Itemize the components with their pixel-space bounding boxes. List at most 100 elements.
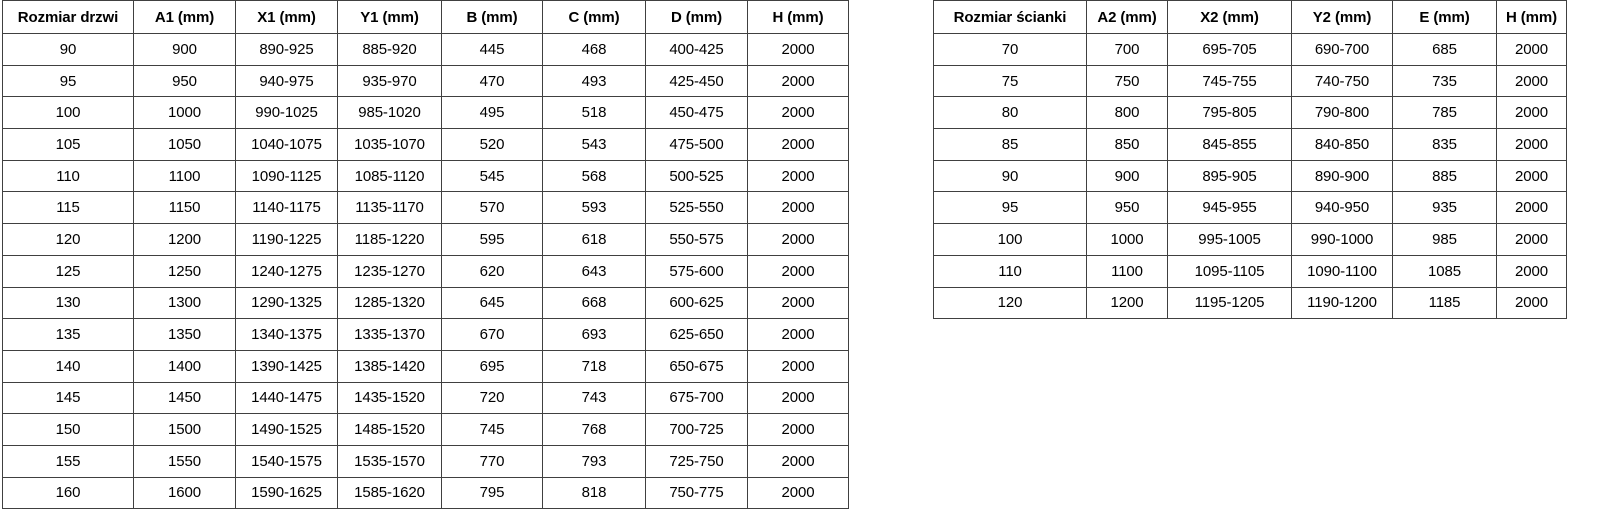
cell-b: 595	[441, 223, 543, 256]
cell-d: 750-775	[645, 476, 748, 510]
column-header-e: E (mm)	[1392, 0, 1497, 34]
cell-x2: 845-855	[1167, 128, 1292, 161]
column-header-a2: A2 (mm)	[1086, 0, 1168, 34]
cell-c: 593	[542, 191, 646, 225]
cell-a1: 1350	[133, 318, 236, 351]
table-header-row: Rozmiar drzwi A1 (mm) X1 (mm) Y1 (mm) B …	[2, 0, 849, 34]
cell-y1: 1435-1520	[337, 381, 442, 415]
cell-b: 720	[441, 381, 543, 415]
cell-d: 725-750	[645, 444, 748, 478]
doors-dimensions-table: Rozmiar drzwi A1 (mm) X1 (mm) Y1 (mm) B …	[2, 0, 849, 510]
column-header-d: D (mm)	[645, 0, 748, 34]
cell-h: 2000	[1496, 254, 1567, 288]
cell-y1: 1085-1120	[337, 159, 442, 193]
cell-y2: 740-750	[1291, 64, 1393, 98]
table-row: 100 1000 990-1025 985-1020 495 518 450-475 2000	[2, 96, 849, 130]
cell-y1: 1535-1570	[337, 444, 442, 478]
cell-c: 543	[542, 128, 646, 161]
cell-b: 745	[441, 413, 543, 446]
cell-b: 495	[441, 96, 543, 130]
cell-a1: 1100	[133, 159, 236, 193]
cell-d: 575-600	[645, 254, 748, 288]
cell-x1: 1290-1325	[235, 286, 338, 320]
table-row: 160 1600 1590-1625 1585-1620 795 818 750-775 20…	[2, 476, 849, 510]
panels-dimensions-table: Rozmiar ścianki A2 (mm) X2 (mm) Y2 (mm) …	[933, 0, 1567, 320]
cell-h: 2000	[1496, 128, 1567, 161]
column-header-h: H (mm)	[1496, 0, 1567, 34]
column-header-panel-size: Rozmiar ścianki	[933, 0, 1087, 34]
column-header-y2: Y2 (mm)	[1291, 0, 1393, 34]
cell-y1: 1285-1320	[337, 286, 442, 320]
cell-a1: 1550	[133, 444, 236, 478]
cell-a1: 1400	[133, 349, 236, 383]
cell-h: 2000	[747, 159, 849, 193]
cell-y2: 890-900	[1291, 159, 1393, 193]
cell-panel-size: 120	[933, 286, 1087, 320]
cell-h: 2000	[747, 33, 849, 66]
cell-x1: 1590-1625	[235, 476, 338, 510]
cell-panel-size: 90	[933, 159, 1087, 193]
cell-h: 2000	[1496, 191, 1567, 225]
cell-e: 835	[1392, 128, 1497, 161]
cell-c: 518	[542, 96, 646, 130]
cell-h: 2000	[1496, 223, 1567, 256]
cell-h: 2000	[747, 318, 849, 351]
column-header-c: C (mm)	[542, 0, 646, 34]
cell-door-size: 125	[2, 254, 134, 288]
cell-c: 643	[542, 254, 646, 288]
cell-d: 700-725	[645, 413, 748, 446]
table-row: 125 1250 1240-1275 1235-1270 620 643 575-600 20…	[2, 254, 849, 288]
cell-a1: 900	[133, 33, 236, 66]
cell-a1: 1300	[133, 286, 236, 320]
cell-door-size: 100	[2, 96, 134, 130]
cell-y2: 790-800	[1291, 96, 1393, 130]
column-header-h: H (mm)	[747, 0, 849, 34]
cell-a1: 1450	[133, 381, 236, 415]
cell-b: 770	[441, 444, 543, 478]
cell-door-size: 120	[2, 223, 134, 256]
cell-a2: 1100	[1086, 254, 1168, 288]
cell-y1: 1235-1270	[337, 254, 442, 288]
table-row: 135 1350 1340-1375 1335-1370 670 693 625-650 20…	[2, 318, 849, 351]
cell-panel-size: 110	[933, 254, 1087, 288]
cell-x2: 945-955	[1167, 191, 1292, 225]
cell-b: 645	[441, 286, 543, 320]
table-row: 150 1500 1490-1525 1485-1520 745 768 700-725 20…	[2, 413, 849, 446]
cell-door-size: 95	[2, 64, 134, 98]
cell-panel-size: 75	[933, 64, 1087, 98]
cell-h: 2000	[747, 191, 849, 225]
cell-x1: 1390-1425	[235, 349, 338, 383]
cell-x2: 695-705	[1167, 33, 1292, 66]
cell-a1: 1050	[133, 128, 236, 161]
column-header-y1: Y1 (mm)	[337, 0, 442, 34]
cell-y1: 885-920	[337, 33, 442, 66]
cell-h: 2000	[1496, 64, 1567, 98]
cell-c: 768	[542, 413, 646, 446]
table-row: 95 950 945-955 940-950 935 2000	[933, 191, 1567, 225]
cell-a2: 700	[1086, 33, 1168, 66]
cell-h: 2000	[747, 444, 849, 478]
cell-d: 625-650	[645, 318, 748, 351]
cell-panel-size: 85	[933, 128, 1087, 161]
cell-e: 1085	[1392, 254, 1497, 288]
cell-y1: 1485-1520	[337, 413, 442, 446]
cell-h: 2000	[747, 381, 849, 415]
table-row: 90 900 895-905 890-900 885 2000	[933, 159, 1567, 193]
cell-panel-size: 80	[933, 96, 1087, 130]
cell-a1: 1250	[133, 254, 236, 288]
cell-y2: 1190-1200	[1291, 286, 1393, 320]
table-row: 140 1400 1390-1425 1385-1420 695 718 650-675 20…	[2, 349, 849, 383]
cell-d: 600-625	[645, 286, 748, 320]
cell-x1: 1040-1075	[235, 128, 338, 161]
cell-h: 2000	[747, 64, 849, 98]
cell-d: 500-525	[645, 159, 748, 193]
table-row: 120 1200 1190-1225 1185-1220 595 618 550-575 20…	[2, 223, 849, 256]
cell-x2: 895-905	[1167, 159, 1292, 193]
cell-a2: 750	[1086, 64, 1168, 98]
cell-c: 493	[542, 64, 646, 98]
cell-door-size: 150	[2, 413, 134, 446]
cell-c: 693	[542, 318, 646, 351]
cell-y1: 1185-1220	[337, 223, 442, 256]
column-header-x2: X2 (mm)	[1167, 0, 1292, 34]
